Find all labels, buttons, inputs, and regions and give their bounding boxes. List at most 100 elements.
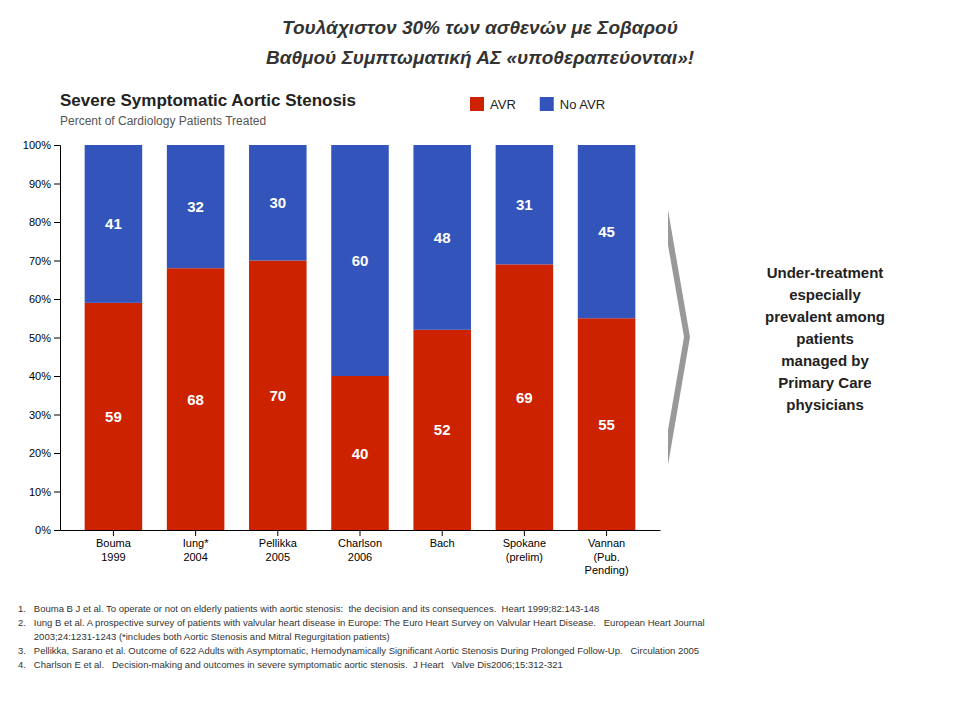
side-text-line: physicians (786, 395, 864, 412)
tick-mark (360, 530, 361, 536)
y-tick: 90% (29, 178, 60, 190)
tick-label: 40% (29, 370, 51, 382)
tick-label-line: Pending) (585, 564, 629, 576)
tick-label-line: (prelim) (506, 551, 543, 563)
tick-label-line: 2005 (266, 551, 290, 563)
bar (249, 145, 307, 261)
bar (167, 268, 225, 530)
legend: AVRNo AVR (470, 97, 605, 112)
chevron (668, 210, 690, 465)
data-label: 68 (187, 391, 204, 408)
y-tick: 10% (29, 486, 60, 498)
tick-mark (606, 530, 607, 536)
tick-mark (54, 453, 60, 454)
banner-text: Βαθμού Συμπτωματική ΑΣ «υποθεραπεύονται»… (266, 47, 694, 68)
data-label: 69 (516, 389, 533, 406)
tick-label-line: 1999 (101, 551, 125, 563)
tick-label: 20% (29, 447, 51, 459)
tick-label: Bach (430, 537, 455, 549)
bar (496, 145, 554, 264)
tick-mark (54, 261, 60, 262)
tick-mark (54, 415, 60, 416)
tick-label: 0% (35, 524, 51, 536)
tick-label-line: 2004 (183, 551, 207, 563)
tick-label: 70% (29, 255, 51, 267)
footnote: 3. Pellikka, Sarano et al. Outcome of 62… (18, 645, 699, 656)
tick-label-line: Spokane (503, 537, 546, 549)
y-tick: 40% (29, 370, 60, 382)
tick-label: 80% (29, 216, 51, 228)
y-tick: 100% (23, 139, 60, 151)
side-text-line: Primary Care (778, 373, 871, 390)
side-text-line: patients (796, 329, 854, 346)
tick-mark (54, 492, 60, 493)
legend-item: AVR (470, 97, 516, 112)
tick-label: 60% (29, 293, 51, 305)
tick-label: Vannan (Pub.Pending) (585, 537, 629, 577)
footnote: 1. Bouma B J et al. To operate or not on… (18, 603, 599, 614)
data-label: 48 (434, 229, 451, 246)
data-label: 52 (434, 421, 451, 438)
bar (331, 145, 389, 376)
tick-label: Spokane (prelim) (503, 537, 546, 563)
y-tick: 80% (29, 216, 60, 228)
tick-mark (54, 530, 60, 531)
data-label: 41 (105, 215, 122, 232)
tick-label: Charlson2006 (338, 537, 382, 563)
tick-mark (54, 184, 60, 185)
legend-swatch (540, 97, 554, 111)
data-labels: 5968704052695541323060483145 (105, 194, 615, 461)
y-tick: 50% (29, 332, 60, 344)
data-label: 30 (269, 194, 286, 211)
subtitle: Percent of Cardiology Patients Treated (60, 114, 266, 128)
tick-label: 30% (29, 409, 51, 421)
y-tick: 70% (29, 255, 60, 267)
side-text-line: especially (789, 285, 861, 302)
footnote: 2. Iung B et al. A prospective survey of… (18, 617, 705, 628)
data-label: 40 (352, 445, 369, 462)
y-tick: 0% (35, 524, 60, 536)
x-tick: Bouma 1999 (96, 530, 132, 563)
side-text: Under-treatmentespeciallyprevalent among… (765, 263, 885, 412)
tick-label-line: Bouma (96, 537, 132, 549)
y-tick: 20% (29, 447, 60, 459)
tick-mark (54, 299, 60, 300)
data-label: 55 (598, 416, 615, 433)
footnote: 2003;24:1231-1243 (*includes both Aortic… (18, 631, 390, 642)
legend-label: AVR (490, 97, 516, 112)
tick-mark (113, 530, 114, 536)
side-text-line: prevalent among (765, 307, 885, 324)
x-tick: Vannan (Pub.Pending) (585, 530, 629, 576)
tick-label-line: Vannan (588, 537, 625, 549)
x-tick: Spokane (prelim) (503, 530, 546, 563)
y-tick: 60% (29, 293, 60, 305)
bar (249, 261, 307, 531)
tick-mark (195, 530, 196, 536)
tick-label: Bouma 1999 (96, 537, 132, 563)
data-label: 32 (187, 198, 204, 215)
bar (578, 145, 636, 318)
bar (331, 376, 389, 530)
bar (496, 264, 554, 530)
data-label: 45 (598, 223, 615, 240)
tick-label: 90% (29, 178, 51, 190)
tick-label: 10% (29, 486, 51, 498)
x-tick: Charlson2006 (338, 530, 382, 563)
x-tick: Iung*2004 (183, 530, 209, 563)
tick-label-line: Bach (430, 537, 455, 549)
x-tick: Bach (430, 530, 455, 549)
bar (413, 145, 471, 330)
tick-mark (54, 145, 60, 146)
tick-label: Pellikka2005 (259, 537, 298, 563)
tick-label: 50% (29, 332, 51, 344)
data-label: 60 (352, 252, 369, 269)
bars (85, 145, 636, 530)
tick-label-line: (Pub. (593, 551, 619, 563)
bar (413, 330, 471, 530)
tick-label: 100% (23, 139, 51, 151)
title: Severe Symptomatic Aortic Stenosis (60, 91, 356, 110)
bar (167, 145, 225, 268)
tick-mark (54, 338, 60, 339)
banner-text: Τουλάχιστον 30% των ασθενών με Σοβαρού (282, 17, 678, 38)
footnotes: 1. Bouma B J et al. To operate or not on… (18, 603, 705, 670)
